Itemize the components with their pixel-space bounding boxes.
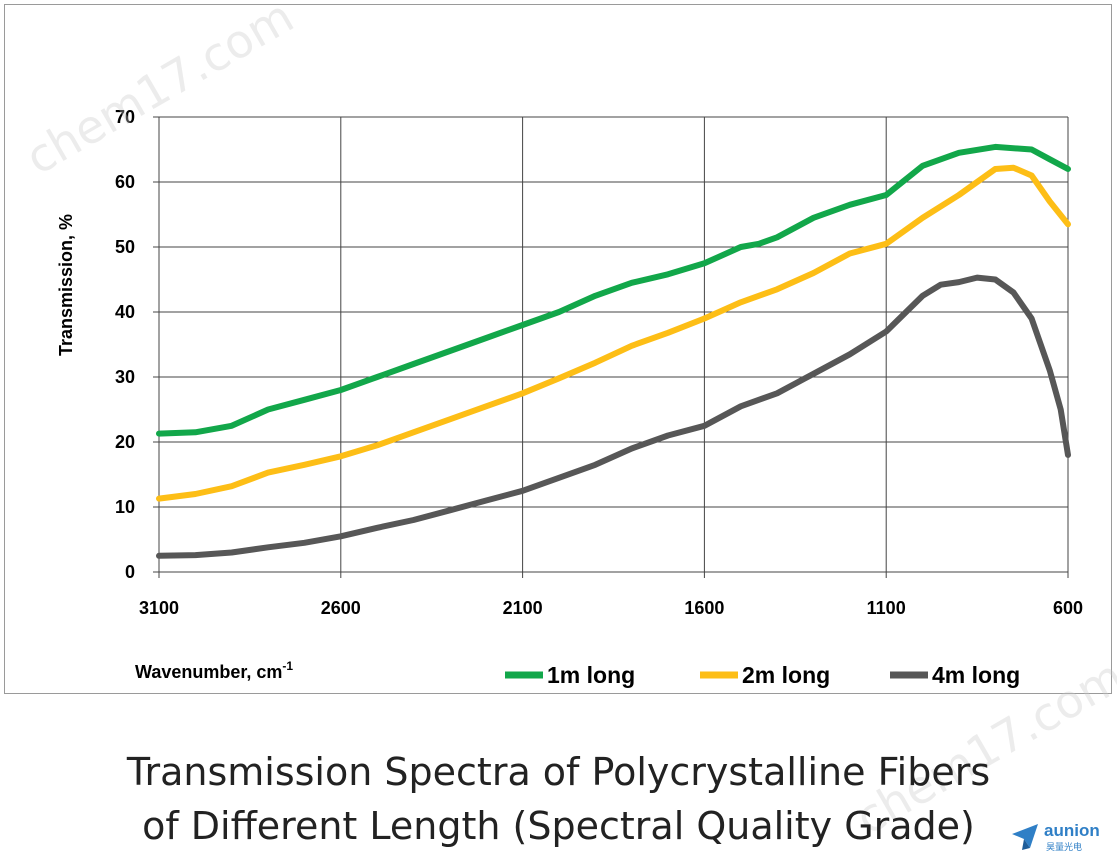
y-tick-labels: 0 10 20 30 40 50 60 70 [115,107,159,582]
y-tick-label: 60 [115,172,135,192]
caption-line-2: of Different Length (Spectral Quality Gr… [142,804,975,848]
brand-logo: aunion 昊量光电 [1010,820,1110,854]
y-tick-label: 70 [115,107,135,127]
grid [158,116,1069,573]
caption-line-1: Transmission Spectra of Polycrystalline … [126,750,991,794]
legend-label-2: 2m long [742,662,830,688]
x-tick-label: 3100 [139,598,179,618]
x-tick-label: 2100 [503,598,543,618]
brand-subtitle: 昊量光电 [1046,843,1083,853]
x-tick-label: 1600 [684,598,724,618]
y-tick-label: 10 [115,497,135,517]
legend-label-3: 4m long [932,662,1020,688]
x-axis-label-text: Wavenumber, cm [135,662,282,682]
paper-plane-icon [1012,824,1038,850]
legend: 1m long 2m long 4m long [505,662,1020,688]
series-line-2 [156,164,1071,502]
brand-name: aunion [1044,821,1100,840]
x-axis-label-superscript: -1 [282,659,293,673]
y-tick-label: 0 [125,562,135,582]
y-tick-label: 40 [115,302,135,322]
y-axis-label: Transmission, % [56,214,76,356]
x-tick-labels: 3100 2600 2100 1600 1100 600 [139,572,1083,618]
x-tick-label: 1100 [867,598,906,618]
y-tick-label: 30 [115,367,135,387]
series-line-3 [156,274,1071,559]
series-lines [156,143,1071,559]
series-line-1 [156,143,1071,437]
x-tick-label: 600 [1053,598,1083,618]
x-tick-label: 2600 [321,598,361,618]
figure-caption: Transmission Spectra of Polycrystalline … [0,745,1117,853]
y-tick-label: 50 [115,237,135,257]
legend-label-1: 1m long [547,662,635,688]
y-tick-label: 20 [115,432,135,452]
x-axis-label: Wavenumber, cm-1 [135,659,293,682]
chart-frame: 0 10 20 30 40 50 60 70 3100 2600 2100 1600 1100 600 … [4,4,1112,694]
